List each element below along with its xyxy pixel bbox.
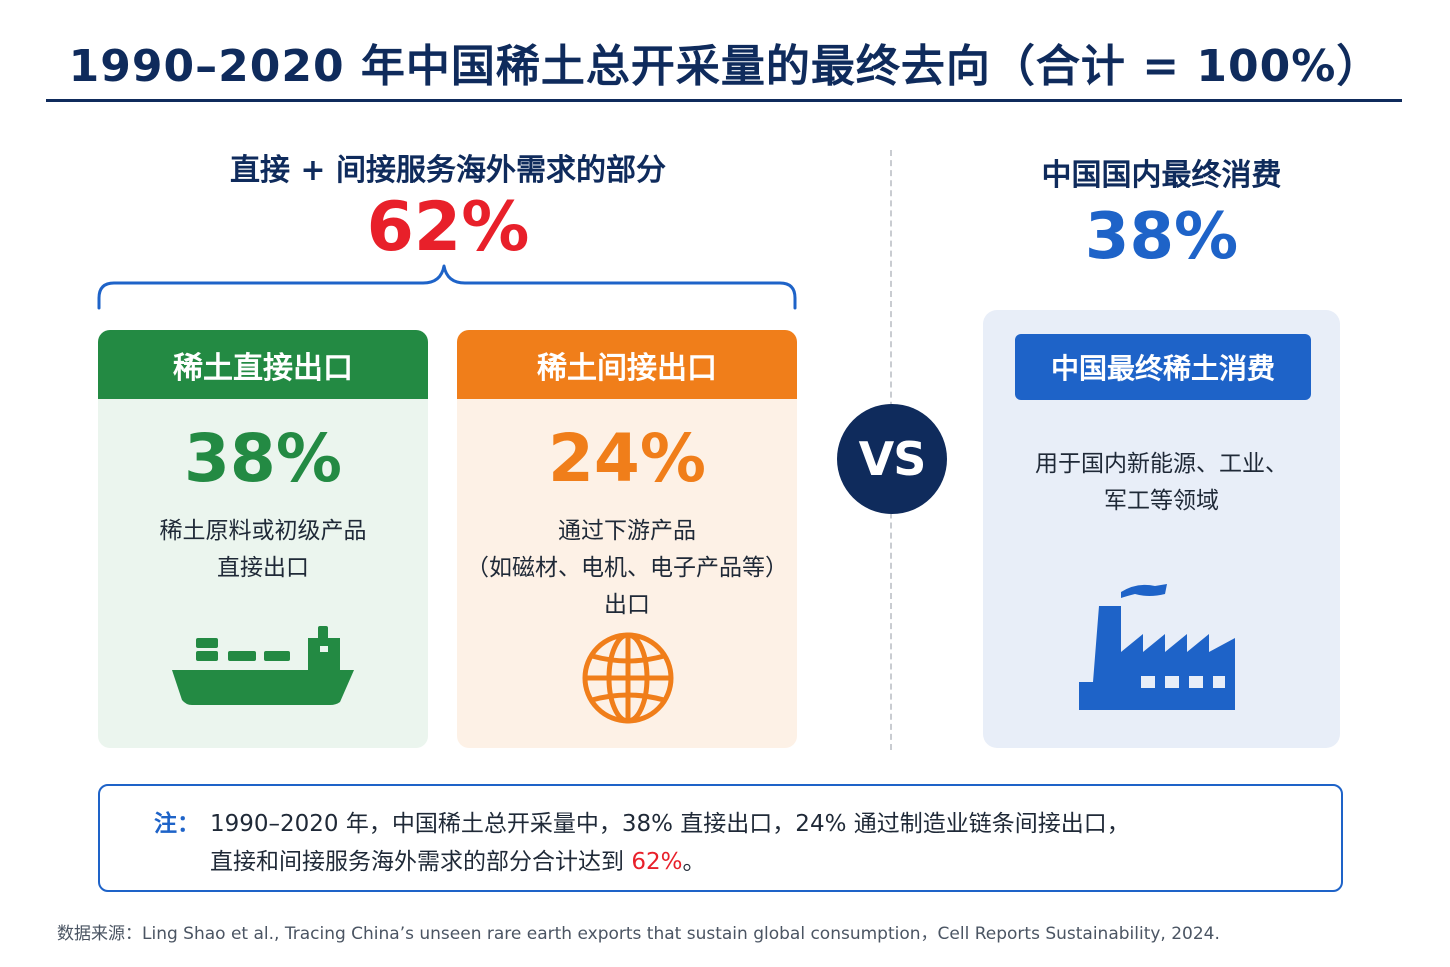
indirect-export-value: 24%	[548, 420, 706, 497]
curly-brace-icon	[97, 264, 797, 310]
page-title: 1990–2020 年中国稀土总开采量的最终去向（合计 = 100%）	[68, 41, 1382, 92]
indirect-export-header: 稀土间接出口	[457, 330, 797, 399]
note-text: 。	[682, 849, 706, 875]
note-text: 直接和间接服务海外需求的部分合计达到	[210, 849, 632, 875]
vs-badge: VS	[837, 404, 947, 514]
domestic-consumption-description: 用于国内新能源、工业、 军工等领域	[983, 446, 1340, 520]
indirect-export-desc-line: 出口	[604, 592, 650, 618]
indirect-export-card: 稀土间接出口 24% 通过下游产品 （如磁材、电机、电子产品等） 出口	[457, 330, 797, 748]
domestic-consumption-card: 中国最终稀土消费 用于国内新能源、工业、 军工等领域	[983, 310, 1340, 748]
note-box: 注： 1990–2020 年，中国稀土总开采量中，38% 直接出口，24% 通过…	[98, 784, 1343, 892]
domestic-desc-line: 用于国内新能源、工业、	[1035, 451, 1288, 477]
source-citation: 数据来源：Ling Shao et al., Tracing China’s u…	[57, 924, 1220, 944]
indirect-export-desc-line: 通过下游产品	[558, 518, 696, 544]
overseas-demand-percent: 62%	[366, 188, 530, 267]
domestic-desc-line: 军工等领域	[1104, 488, 1219, 514]
domestic-heading: 中国国内最终消费	[1041, 158, 1282, 193]
direct-export-value: 38%	[184, 420, 342, 497]
factory-icon	[1079, 584, 1235, 710]
globe-icon	[582, 632, 674, 724]
title-divider	[46, 99, 1402, 102]
overseas-demand-heading: 直接 + 间接服务海外需求的部分	[229, 153, 667, 188]
note-line: 1990–2020 年，中国稀土总开采量中，38% 直接出口，24% 通过制造业…	[210, 811, 1130, 837]
cargo-ship-icon	[172, 626, 354, 705]
domestic-percent: 38%	[1084, 200, 1239, 274]
note-highlight: 62%	[631, 849, 683, 875]
direct-export-description: 稀土原料或初级产品 直接出口	[98, 513, 428, 587]
domestic-consumption-header: 中国最终稀土消费	[1015, 334, 1311, 400]
note-line: 直接和间接服务海外需求的部分合计达到 62%。	[210, 842, 705, 876]
indirect-export-description: 通过下游产品 （如磁材、电机、电子产品等） 出口	[457, 513, 797, 624]
direct-export-header: 稀土直接出口	[98, 330, 428, 399]
indirect-export-desc-line: （如磁材、电机、电子产品等）	[466, 555, 788, 581]
direct-export-desc-line: 稀土原料或初级产品	[159, 518, 367, 544]
direct-export-desc-line: 直接出口	[217, 555, 309, 581]
direct-export-card: 稀土直接出口 38% 稀土原料或初级产品 直接出口	[98, 330, 428, 748]
note-label: 注：	[154, 811, 200, 837]
